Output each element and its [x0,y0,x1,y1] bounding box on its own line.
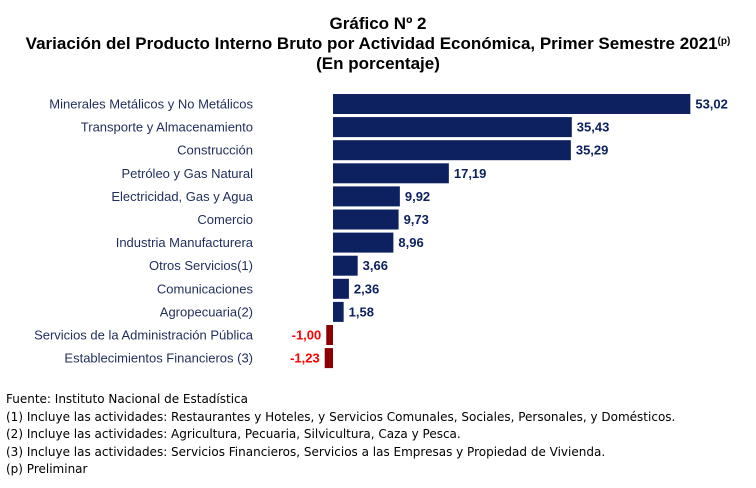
category-label: Establecimientos Financieros (3) [64,351,253,366]
bar [333,232,394,253]
data-label: 1,58 [349,304,374,319]
category-label: Minerales Metálicos y No Metálicos [49,97,253,112]
chart-title-text: Variación del Producto Interno Bruto por… [25,34,718,53]
chart-title-number: Gráfico Nº 2 [329,14,427,33]
footer-notes: Fuente: Instituto Nacional de Estadístic… [6,391,675,479]
data-label: 17,19 [454,166,487,181]
chart-title: Variación del Producto Interno Bruto por… [0,34,756,54]
data-label: 9,73 [404,212,429,227]
category-label: Agropecuaria(2) [160,304,253,319]
footer-note-2: (2) Incluye las actividades: Agricultura… [6,427,461,441]
footer-note-4: (p) Preliminar [6,462,88,476]
footer-note-1: (1) Incluye las actividades: Restaurante… [6,409,676,424]
data-label: 3,66 [363,258,388,273]
bar [326,325,333,345]
category-label: Transporte y Almacenamiento [81,120,253,135]
category-label: Comunicaciones [157,281,254,296]
category-label: Construcción [177,143,253,158]
footer-note-3: (3) Incluye las actividades: Servicios F… [6,444,606,459]
data-label: 8,96 [398,235,423,250]
bar [333,301,344,322]
category-label: Servicios de la Administración Pública [34,328,254,343]
data-label: -1,23 [290,351,320,366]
data-label: -1,00 [292,328,322,343]
data-label: 35,43 [577,120,610,135]
chart-title-block: Gráfico Nº 2 Variación del Producto Inte… [0,14,756,74]
bar [333,209,399,230]
bar [333,94,691,114]
data-label: 9,92 [405,189,430,204]
chart-subtitle: (En porcentaje) [316,54,440,73]
category-label: Electricidad, Gas y Agua [111,189,253,204]
bar [333,163,449,184]
bar [324,348,333,369]
category-label: Otros Servicios(1) [149,258,253,273]
data-label: 35,29 [576,143,609,158]
data-label: 2,36 [354,281,379,296]
category-label: Petróleo y Gas Natural [121,166,253,181]
bar [333,117,572,138]
bar [333,278,349,299]
bar [333,186,400,207]
bar [333,255,358,276]
footer-source: Fuente: Instituto Nacional de Estadístic… [6,392,249,406]
chart-title-superscript: (p) [717,36,731,47]
bar-chart: Minerales Metálicos y No Metálicos 53,02 T… [34,94,728,369]
category-label: Comercio [197,212,253,227]
bar [333,140,571,161]
data-label: 53,02 [695,97,728,112]
category-label: Industria Manufacturera [116,235,254,250]
